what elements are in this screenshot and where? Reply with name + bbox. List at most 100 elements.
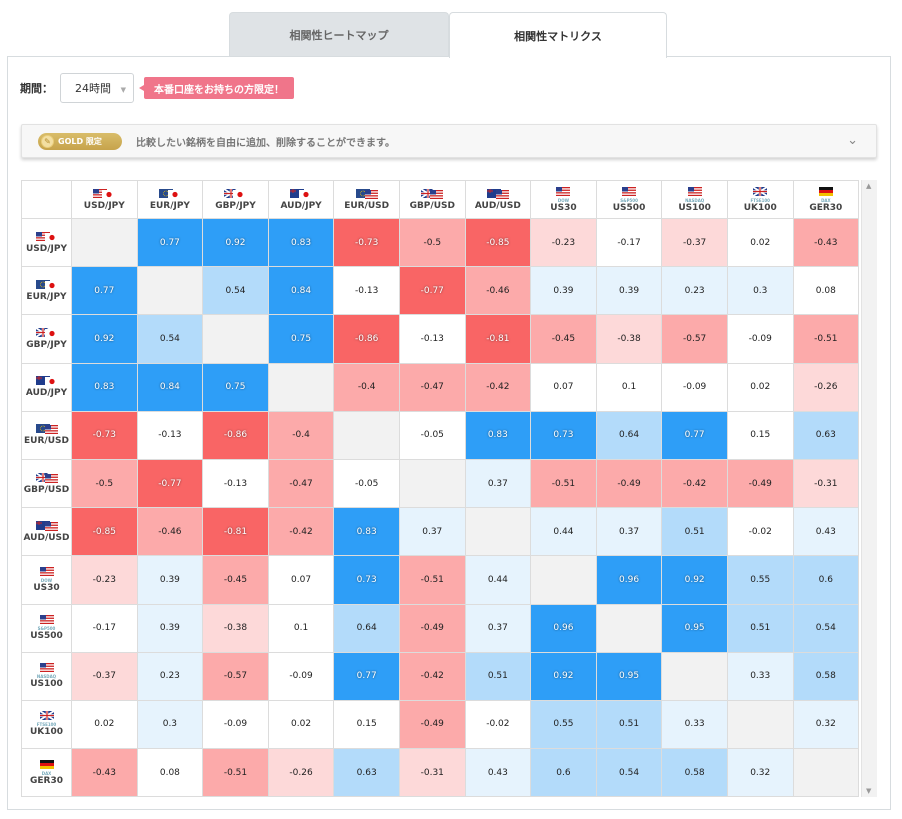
correlation-cell[interactable]: -0.86 bbox=[202, 410, 269, 460]
correlation-cell[interactable]: -0.51 bbox=[398, 555, 466, 605]
correlation-cell[interactable]: -0.05 bbox=[398, 410, 466, 460]
correlation-cell[interactable]: 0.83 bbox=[464, 410, 532, 460]
correlation-cell[interactable]: -0.73 bbox=[71, 410, 138, 460]
correlation-cell[interactable]: 0.58 bbox=[661, 748, 728, 797]
correlation-cell[interactable]: -0.37 bbox=[71, 651, 138, 701]
correlation-cell[interactable]: 0.37 bbox=[398, 507, 466, 557]
correlation-cell[interactable]: -0.51 bbox=[530, 458, 597, 509]
correlation-cell[interactable]: 0.77 bbox=[661, 410, 728, 460]
scroll-up-icon[interactable]: ▲ bbox=[866, 182, 872, 190]
correlation-cell[interactable]: 0.07 bbox=[267, 555, 335, 605]
correlation-cell[interactable]: 0.08 bbox=[792, 266, 860, 316]
correlation-cell[interactable]: -0.02 bbox=[464, 699, 532, 750]
correlation-cell[interactable]: 0.51 bbox=[595, 699, 663, 750]
correlation-cell[interactable]: 0.55 bbox=[530, 699, 597, 750]
correlation-cell[interactable]: 0.73 bbox=[530, 410, 597, 460]
correlation-cell[interactable]: -0.77 bbox=[136, 458, 204, 509]
correlation-cell[interactable]: 0.54 bbox=[202, 266, 269, 316]
correlation-cell[interactable]: 0.92 bbox=[530, 651, 597, 701]
correlation-cell[interactable]: 0.23 bbox=[136, 651, 204, 701]
correlation-cell[interactable]: -0.51 bbox=[202, 748, 269, 797]
correlation-cell[interactable]: 0.64 bbox=[333, 603, 400, 653]
correlation-cell[interactable]: 0.3 bbox=[726, 266, 794, 316]
correlation-cell[interactable]: -0.51 bbox=[792, 314, 860, 364]
correlation-cell[interactable]: 0.43 bbox=[464, 748, 532, 797]
correlation-cell[interactable]: 0.02 bbox=[726, 217, 794, 268]
correlation-cell[interactable]: 0.63 bbox=[333, 748, 400, 797]
correlation-cell[interactable]: 0.37 bbox=[464, 458, 532, 509]
correlation-cell[interactable]: 0.33 bbox=[726, 651, 794, 701]
correlation-cell[interactable]: -0.4 bbox=[333, 362, 400, 412]
correlation-cell[interactable]: 0.54 bbox=[136, 314, 204, 364]
correlation-cell[interactable]: 0.64 bbox=[595, 410, 663, 460]
correlation-cell[interactable]: 0.1 bbox=[595, 362, 663, 412]
correlation-cell[interactable]: -0.5 bbox=[398, 217, 466, 268]
chevron-down-icon[interactable]: ⌄ bbox=[847, 133, 858, 148]
correlation-cell[interactable]: -0.4 bbox=[267, 410, 335, 460]
correlation-cell[interactable]: -0.45 bbox=[530, 314, 597, 364]
correlation-cell[interactable]: 0.02 bbox=[267, 699, 335, 750]
correlation-cell[interactable]: 0.6 bbox=[792, 555, 860, 605]
period-select[interactable]: 24時間 ▼ bbox=[60, 73, 134, 103]
correlation-cell[interactable]: 0.84 bbox=[136, 362, 204, 412]
tab-heatmap[interactable]: 相関性ヒートマップ bbox=[229, 12, 449, 57]
correlation-cell[interactable]: 0.37 bbox=[464, 603, 532, 653]
correlation-cell[interactable]: -0.49 bbox=[726, 458, 794, 509]
correlation-cell[interactable]: -0.5 bbox=[71, 458, 138, 509]
correlation-cell[interactable]: 0.08 bbox=[136, 748, 204, 797]
correlation-cell[interactable]: -0.45 bbox=[202, 555, 269, 605]
correlation-cell[interactable]: -0.09 bbox=[267, 651, 335, 701]
correlation-cell[interactable]: 0.77 bbox=[333, 651, 400, 701]
correlation-cell[interactable]: 0.58 bbox=[792, 651, 860, 701]
correlation-cell[interactable]: -0.13 bbox=[333, 266, 400, 316]
correlation-cell[interactable]: 0.39 bbox=[530, 266, 597, 316]
correlation-cell[interactable]: 0.75 bbox=[202, 362, 269, 412]
matrix-scrollbar[interactable]: ▲ ▼ bbox=[861, 180, 877, 797]
correlation-cell[interactable]: 0.02 bbox=[726, 362, 794, 412]
correlation-cell[interactable]: 0.37 bbox=[595, 507, 663, 557]
correlation-cell[interactable]: 0.51 bbox=[726, 603, 794, 653]
correlation-cell[interactable]: 0.39 bbox=[595, 266, 663, 316]
correlation-cell[interactable]: -0.09 bbox=[726, 314, 794, 364]
gold-feature-bar[interactable]: ✎ GOLD 限定 比較したい銘柄を自由に追加、削除することができます。 ⌄ bbox=[21, 124, 877, 158]
scroll-down-icon[interactable]: ▼ bbox=[866, 787, 872, 795]
correlation-cell[interactable]: 0.44 bbox=[530, 507, 597, 557]
correlation-cell[interactable]: -0.49 bbox=[595, 458, 663, 509]
correlation-cell[interactable]: -0.09 bbox=[661, 362, 728, 412]
correlation-cell[interactable]: 0.54 bbox=[792, 603, 860, 653]
correlation-cell[interactable]: -0.47 bbox=[398, 362, 466, 412]
correlation-cell[interactable]: -0.13 bbox=[398, 314, 466, 364]
correlation-cell[interactable]: -0.38 bbox=[202, 603, 269, 653]
correlation-cell[interactable]: 0.02 bbox=[71, 699, 138, 750]
correlation-cell[interactable]: -0.13 bbox=[202, 458, 269, 509]
correlation-cell[interactable]: -0.46 bbox=[464, 266, 532, 316]
correlation-cell[interactable]: -0.85 bbox=[71, 507, 138, 557]
correlation-cell[interactable]: -0.23 bbox=[530, 217, 597, 268]
correlation-cell[interactable]: -0.09 bbox=[202, 699, 269, 750]
correlation-cell[interactable]: 0.33 bbox=[661, 699, 728, 750]
correlation-cell[interactable]: 0.95 bbox=[595, 651, 663, 701]
correlation-cell[interactable]: 0.75 bbox=[267, 314, 335, 364]
correlation-cell[interactable]: -0.38 bbox=[595, 314, 663, 364]
correlation-cell[interactable]: -0.81 bbox=[202, 507, 269, 557]
correlation-cell[interactable]: 0.32 bbox=[726, 748, 794, 797]
correlation-cell[interactable]: 0.95 bbox=[661, 603, 728, 653]
correlation-cell[interactable]: -0.77 bbox=[398, 266, 466, 316]
correlation-cell[interactable]: -0.02 bbox=[726, 507, 794, 557]
correlation-cell[interactable]: -0.26 bbox=[792, 362, 860, 412]
correlation-cell[interactable]: 0.51 bbox=[661, 507, 728, 557]
correlation-cell[interactable]: -0.13 bbox=[136, 410, 204, 460]
correlation-cell[interactable]: -0.47 bbox=[267, 458, 335, 509]
correlation-cell[interactable]: -0.57 bbox=[202, 651, 269, 701]
correlation-cell[interactable]: -0.46 bbox=[136, 507, 204, 557]
correlation-cell[interactable]: -0.85 bbox=[464, 217, 532, 268]
correlation-cell[interactable]: -0.31 bbox=[792, 458, 860, 509]
correlation-cell[interactable]: 0.84 bbox=[267, 266, 335, 316]
correlation-cell[interactable]: -0.49 bbox=[398, 699, 466, 750]
correlation-cell[interactable]: -0.42 bbox=[661, 458, 728, 509]
correlation-cell[interactable]: -0.57 bbox=[661, 314, 728, 364]
correlation-cell[interactable]: -0.05 bbox=[333, 458, 400, 509]
correlation-cell[interactable]: 0.44 bbox=[464, 555, 532, 605]
correlation-cell[interactable]: 0.77 bbox=[136, 217, 204, 268]
correlation-cell[interactable]: 0.39 bbox=[136, 555, 204, 605]
